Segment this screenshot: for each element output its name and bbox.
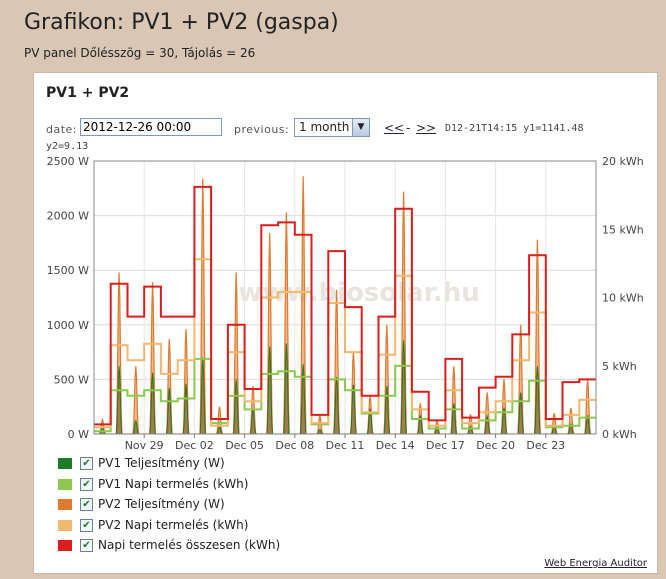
watermark-text: www.biosolar.hu [238, 278, 479, 308]
y-left-tick-label: 1000 W [47, 319, 89, 332]
chart-svg[interactable]: www.biosolar.hu 0 W 500 W 1000 W 1500 W 2000 … [34, 73, 657, 453]
y-right-tick-label: 15 kWh [602, 223, 644, 236]
legend-label: Napi termelés összesen (kWh) [98, 538, 281, 552]
nav-prev-link[interactable]: << [384, 121, 405, 135]
x-tick-label: Nov 29 [125, 439, 164, 452]
panel-title: PV1 + PV2 [46, 85, 130, 101]
legend-swatch [58, 478, 72, 490]
legend-item[interactable]: ✔ PV1 Napi termelés (kWh) [58, 477, 318, 495]
legend-checkbox[interactable]: ✔ [80, 518, 93, 532]
y-right-tick-label: 10 kWh [602, 292, 644, 305]
nav-separator: - [406, 121, 411, 135]
y-right-tick-label: 20 kWh [602, 155, 644, 168]
legend-checkbox[interactable]: ✔ [80, 498, 93, 511]
x-tick-label: Dec 17 [426, 439, 465, 452]
series-total-daily [94, 185, 596, 426]
previous-label: previous: [234, 123, 290, 136]
plot-frame [93, 160, 597, 435]
y-left-tick-label: 2500 W [47, 155, 89, 168]
chevron-down-icon[interactable]: ▼ [352, 119, 369, 136]
x-tick-label: Dec 08 [275, 439, 314, 452]
y-left-tick-label: 0 W [68, 428, 89, 441]
y-right-tick-label: 0 kWh [602, 428, 637, 441]
series-group [94, 176, 596, 434]
page-subtitle: PV panel Dőlésszög = 30, Tájolás = 26 [24, 46, 256, 60]
legend-checkbox[interactable]: ✔ [80, 539, 93, 552]
y-left-tick-label: 500 W [54, 373, 89, 386]
legend-item[interactable]: ✔ PV2 Teljesítmény (W) [58, 497, 318, 515]
nav-next-link[interactable]: >> [416, 121, 437, 135]
x-tick-label: Dec 20 [476, 439, 515, 452]
legend-swatch [58, 499, 72, 510]
date-label: date: [46, 123, 78, 136]
y-right-tick-label: 5 kWh [602, 360, 637, 373]
legend-item[interactable]: ✔ PV2 Napi termelés (kWh) [58, 518, 318, 536]
legend-swatch [58, 458, 72, 469]
y-left-tick-label: 2000 W [47, 210, 89, 223]
x-tick-label: Dec 14 [376, 439, 415, 452]
legend-item[interactable]: ✔ PV1 Teljesítmény (W) [58, 456, 318, 474]
period-select-value: 1 month [299, 120, 350, 134]
series-pv2-daily [94, 258, 596, 429]
legend-label: PV1 Teljesítmény (W) [98, 456, 225, 470]
legend-swatch [58, 519, 72, 531]
legend-label: PV1 Napi termelés (kWh) [98, 476, 249, 491]
web-energia-auditor-link[interactable]: Web Energia Auditor [544, 558, 647, 569]
legend-checkbox[interactable]: ✔ [80, 457, 93, 470]
date-input[interactable] [80, 118, 222, 136]
legend-checkbox[interactable]: ✔ [80, 477, 93, 491]
legend-swatch [58, 540, 72, 551]
cursor-readout-y2: y2=9.13 [46, 141, 89, 152]
period-select[interactable]: 1 month ▼ [294, 118, 370, 137]
chart-panel: PV1 + PV2 date: previous: 1 month ▼ << -… [33, 72, 658, 574]
legend-label: PV2 Napi termelés (kWh) [98, 517, 249, 532]
legend-item[interactable]: ✔ Napi termelés összesen (kWh) [58, 538, 318, 556]
cursor-readout: D12-21T14:15 y1=1141.48 [445, 123, 584, 134]
x-tick-label: Dec 11 [326, 439, 365, 452]
legend-label: PV2 Teljesítmény (W) [98, 497, 225, 511]
x-tick-label: Dec 05 [225, 439, 264, 452]
x-tick-label: Dec 23 [526, 439, 565, 452]
series-pv1-daily [94, 357, 596, 433]
page-title: Grafikon: PV1 + PV2 (gaspa) [24, 10, 339, 35]
y-left-tick-label: 1500 W [47, 264, 89, 277]
x-tick-label: Dec 02 [175, 439, 214, 452]
